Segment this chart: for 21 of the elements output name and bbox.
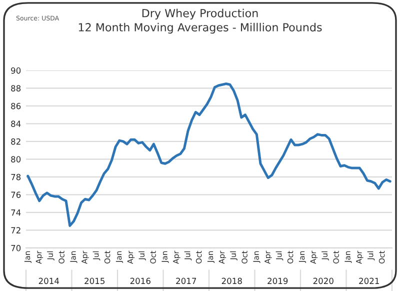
y-tick-label: 78 [11, 174, 21, 180]
y-tick-label: 90 [11, 67, 21, 74]
chart-title: Dry Whey Production 12 Month Moving Averages - Milllion Pounds [78, 8, 322, 34]
text: 2019 [268, 278, 288, 284]
text: 2017 [176, 278, 196, 284]
y-tick-label: 70 [11, 244, 21, 252]
text: 2021 [359, 278, 379, 284]
line-series [26, 82, 392, 227]
text: 2018 [222, 278, 242, 284]
text: 2020 [313, 278, 334, 284]
y-tick-label: 82 [11, 138, 20, 145]
y-tick-label: 76 [11, 192, 21, 198]
text: 2015 [84, 278, 104, 284]
text: 2014 [38, 278, 60, 284]
y-tick-label: 80 [11, 156, 21, 162]
y-tick-label: 88 [11, 85, 21, 92]
y-tick-label: 86 [11, 102, 21, 110]
y-tick-label: 84 [11, 120, 21, 127]
y-tick-label: 72 [11, 227, 20, 234]
y-tick-label: 74 [11, 210, 21, 216]
text: 2016 [130, 278, 150, 284]
